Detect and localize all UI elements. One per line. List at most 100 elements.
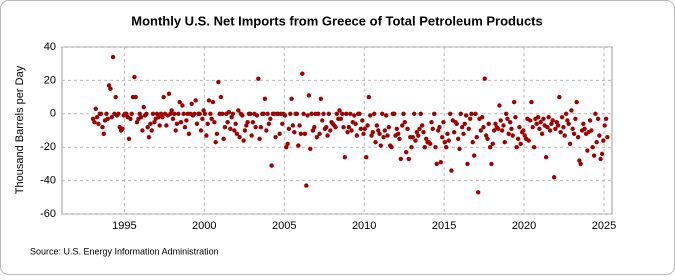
point bbox=[109, 114, 114, 120]
point bbox=[475, 190, 481, 195]
point bbox=[394, 126, 399, 132]
point bbox=[466, 126, 471, 132]
point bbox=[249, 133, 254, 138]
point bbox=[181, 111, 186, 117]
point bbox=[234, 131, 240, 137]
point bbox=[526, 138, 531, 143]
point bbox=[377, 131, 382, 137]
point bbox=[292, 129, 297, 135]
point bbox=[491, 128, 497, 133]
point bbox=[209, 116, 214, 122]
point bbox=[590, 145, 595, 150]
point bbox=[309, 111, 314, 117]
point bbox=[546, 114, 551, 120]
point bbox=[156, 114, 161, 120]
point bbox=[550, 118, 555, 123]
point bbox=[92, 119, 97, 125]
point bbox=[422, 145, 427, 150]
point bbox=[490, 141, 495, 147]
x-tick-label: 1995 bbox=[112, 220, 136, 232]
point bbox=[264, 128, 269, 133]
point bbox=[499, 128, 505, 133]
point bbox=[482, 76, 487, 81]
point bbox=[485, 136, 490, 142]
point bbox=[140, 128, 145, 133]
point bbox=[141, 104, 146, 110]
point bbox=[420, 123, 425, 128]
point bbox=[392, 111, 397, 117]
point bbox=[521, 128, 526, 133]
chart-title: Monthly U.S. Net Imports from Greece of … bbox=[131, 13, 542, 28]
point bbox=[340, 111, 345, 117]
point bbox=[104, 111, 109, 117]
point bbox=[242, 128, 248, 133]
point bbox=[510, 133, 515, 138]
point bbox=[304, 183, 309, 188]
x-tick-label: 2010 bbox=[352, 220, 376, 232]
point bbox=[302, 131, 308, 137]
point bbox=[573, 116, 578, 122]
point bbox=[310, 128, 316, 133]
point bbox=[317, 131, 322, 137]
point bbox=[601, 138, 606, 143]
point bbox=[483, 133, 489, 138]
point bbox=[566, 121, 571, 127]
point bbox=[197, 111, 202, 117]
point bbox=[221, 136, 226, 142]
point bbox=[360, 118, 365, 123]
point bbox=[164, 123, 169, 128]
point bbox=[98, 111, 104, 117]
point bbox=[172, 111, 177, 117]
point bbox=[547, 128, 553, 133]
point bbox=[326, 111, 332, 117]
point bbox=[268, 116, 273, 122]
point bbox=[428, 141, 433, 147]
point bbox=[161, 94, 166, 100]
point bbox=[446, 138, 451, 143]
point bbox=[240, 113, 245, 118]
point bbox=[602, 123, 607, 128]
point bbox=[465, 161, 470, 167]
point bbox=[318, 96, 324, 101]
point bbox=[277, 131, 282, 137]
point bbox=[289, 96, 294, 101]
point bbox=[124, 111, 129, 117]
point bbox=[212, 119, 217, 125]
point bbox=[501, 123, 506, 128]
point bbox=[288, 111, 293, 117]
point bbox=[320, 118, 325, 123]
point bbox=[132, 74, 137, 80]
point bbox=[150, 111, 156, 117]
x-tick-label: 2015 bbox=[432, 220, 456, 232]
point bbox=[412, 111, 417, 117]
point bbox=[198, 128, 204, 133]
point bbox=[493, 121, 498, 127]
point bbox=[321, 111, 326, 117]
point bbox=[486, 121, 491, 127]
point bbox=[344, 111, 349, 117]
point bbox=[386, 124, 392, 130]
point bbox=[538, 119, 543, 125]
point bbox=[186, 131, 192, 137]
point bbox=[133, 94, 138, 100]
point bbox=[245, 119, 250, 125]
point bbox=[545, 124, 550, 130]
point bbox=[530, 124, 535, 130]
point bbox=[282, 113, 288, 118]
point bbox=[182, 124, 188, 130]
point bbox=[502, 139, 507, 145]
point bbox=[462, 121, 467, 127]
point bbox=[301, 111, 306, 117]
point bbox=[537, 126, 542, 132]
point bbox=[404, 150, 409, 155]
point bbox=[384, 113, 389, 118]
point bbox=[570, 126, 575, 132]
point bbox=[473, 111, 478, 117]
point bbox=[349, 128, 354, 133]
point bbox=[144, 111, 149, 117]
point bbox=[554, 119, 559, 125]
point bbox=[498, 118, 503, 123]
point bbox=[594, 139, 599, 145]
point bbox=[189, 101, 194, 106]
point bbox=[169, 108, 174, 113]
